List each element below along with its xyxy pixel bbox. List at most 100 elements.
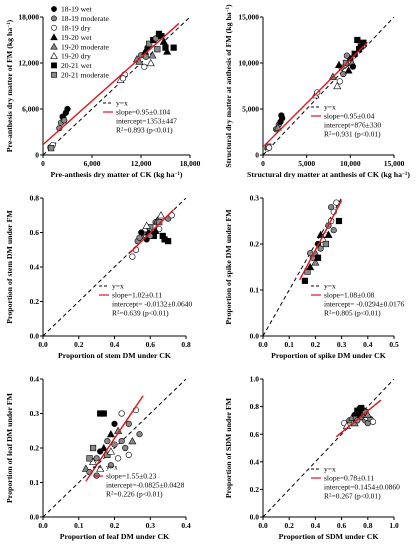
data-point <box>146 40 153 47</box>
x-axis-label: Proportion of leaf DM under CK <box>60 532 170 541</box>
data-point <box>358 404 365 412</box>
scatter-panel-3: 0.0 0.2 0.4 0.6 0.8 0.0 0.2 0.4 0.6 0.8 y=xslope=1… <box>5 194 192 360</box>
x-tick-label: 0.2 <box>74 340 84 349</box>
y-tick-label: 0.8 <box>250 402 260 411</box>
x-tick-label: 0.1 <box>285 340 295 349</box>
y-tick-label: 10,000 <box>238 59 259 68</box>
data-point <box>142 221 151 229</box>
slope-label: slope=0.78±0.11 <box>324 474 374 483</box>
x-axis-label: Proportion of stem DM under CK <box>58 351 171 360</box>
x-tick-label: 0.2 <box>311 340 321 349</box>
data-point <box>61 117 68 124</box>
data-point <box>340 70 347 78</box>
r-squared-label: R2=0.893 (p<0.01) <box>116 126 173 135</box>
legend-marker <box>50 52 58 59</box>
slope-label: slope=1.08±0.08 <box>324 291 375 300</box>
x-tick-label: 0.3 <box>146 521 156 530</box>
data-point <box>125 420 132 427</box>
x-tick-label: 0.2 <box>110 521 120 530</box>
data-point <box>136 431 143 438</box>
data-point <box>119 75 127 82</box>
x-tick-label: 0.3 <box>337 340 347 349</box>
y-tick-label: 0 <box>255 151 259 160</box>
legend-label: 19-20 moderate <box>61 42 109 51</box>
y-tick-label: 0.4 <box>250 457 260 466</box>
y-tick-label: 0.6 <box>30 228 40 237</box>
data-point <box>311 258 320 266</box>
one-to-one-line <box>263 379 394 517</box>
slope-label: slope=0.95±0.04 <box>324 112 375 121</box>
x-tick-label: 0 <box>261 159 265 168</box>
legend-marker <box>51 6 57 12</box>
x-axis-label: Pre-anthesis dry matter of CK (kg ha−1) <box>51 170 183 179</box>
data-point <box>369 418 377 425</box>
x-tick-label: 18,000 <box>180 159 201 168</box>
regression-line <box>43 22 180 146</box>
x-tick-label: 0.1 <box>74 521 84 530</box>
data-point <box>151 226 160 234</box>
data-point <box>118 438 125 445</box>
y-axis-label: Proportion of SDM under FM <box>224 397 233 498</box>
y-tick-label: 0.0 <box>250 513 260 522</box>
y-tick-label: 0 <box>35 151 39 160</box>
intercept-label: intercept=1353±447 <box>116 117 177 126</box>
y-tick-label: 0.8 <box>30 194 40 203</box>
data-point <box>317 245 324 252</box>
legend-label: 19-20 dry <box>61 52 91 61</box>
x-tick-label: 0.0 <box>258 340 268 349</box>
data-point <box>86 455 93 462</box>
data-point <box>154 46 161 53</box>
y-tick-label: 0.2 <box>250 240 260 249</box>
regression-line <box>128 209 174 255</box>
data-point <box>122 444 129 452</box>
y-tick-label: 0.3 <box>250 194 260 203</box>
x-tick-label: 0.4 <box>311 521 321 530</box>
slope-label: slope=1.55±0.23 <box>106 472 157 481</box>
y-tick-label: 0.0 <box>250 332 260 341</box>
x-tick-label: 0.4 <box>181 521 191 530</box>
data-point <box>114 455 122 462</box>
data-point <box>104 451 111 459</box>
data-point <box>301 277 309 284</box>
data-point <box>333 81 342 90</box>
y-tick-label: 0.2 <box>250 485 260 494</box>
data-point <box>322 240 329 248</box>
x-tick-label: 1.0 <box>389 521 399 530</box>
legend-marker <box>51 62 57 69</box>
regression-line <box>263 41 368 148</box>
one-to-one-line <box>43 198 186 336</box>
y-tick-label: 1.0 <box>250 375 260 384</box>
data-point <box>136 234 143 241</box>
data-point <box>266 144 273 151</box>
data-point <box>118 410 125 417</box>
y-tick-label: 0.0 <box>30 513 40 522</box>
y-tick-label: 0.4 <box>30 263 40 272</box>
data-point <box>104 438 111 445</box>
data-point <box>306 262 315 271</box>
data-point <box>343 52 350 59</box>
regression-line <box>335 399 382 438</box>
one-to-one-legend-label: y=x <box>324 465 336 474</box>
y-tick-label: 0.2 <box>30 444 40 453</box>
one-to-one-line <box>43 17 190 155</box>
data-point <box>344 66 353 74</box>
legend-marker <box>51 71 57 78</box>
data-point <box>106 447 115 455</box>
one-to-one-legend-label: y=x <box>324 103 336 112</box>
intercept-label: intercept= -0.0294±0.0176 <box>324 300 404 309</box>
r-squared-label: R2=0.805 (p<0.01) <box>324 309 381 318</box>
one-to-one-legend-label: y=x <box>106 463 118 472</box>
x-axis-label: Proportion of spike DM under CK <box>271 351 386 360</box>
data-point <box>330 227 337 234</box>
data-point <box>351 50 358 57</box>
data-point <box>165 238 172 245</box>
y-axis-label: Pre-anthesis dry matter of FM (kg ha−1) <box>5 19 14 152</box>
data-point <box>334 60 343 68</box>
y-axis-label: Proportion of stem DM under FM <box>5 210 14 324</box>
x-tick-label: 0.8 <box>363 521 373 530</box>
y-tick-label: 0.3 <box>30 409 40 418</box>
data-point <box>107 462 115 469</box>
x-tick-label: 0.6 <box>337 521 347 530</box>
data-point <box>349 63 357 70</box>
